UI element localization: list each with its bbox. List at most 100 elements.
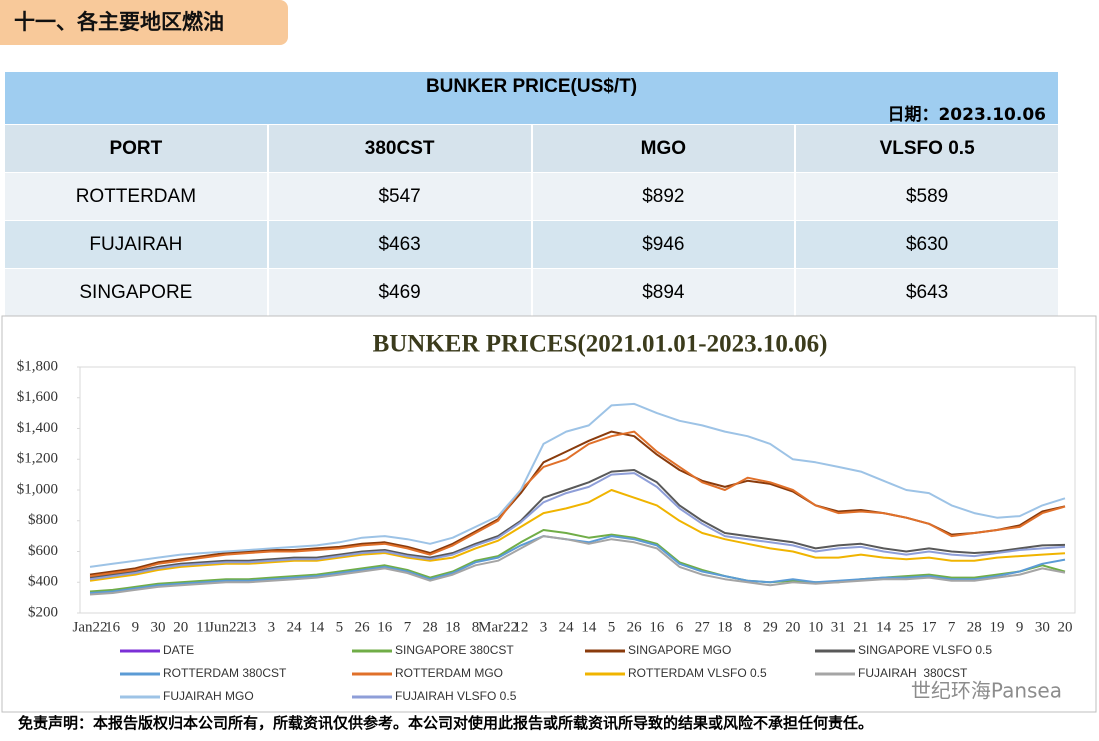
legend-label: ROTTERDAM MGO xyxy=(395,666,503,680)
x-tick-label: 10 xyxy=(808,619,823,635)
legend-label: ROTTERDAM VLSFO 0.5 xyxy=(628,666,767,680)
x-tick-label: 24 xyxy=(287,619,303,635)
series-line xyxy=(89,472,1066,581)
legend-label: DATE xyxy=(163,643,194,657)
table-cell: $463 xyxy=(268,221,531,268)
x-tick-label: 26 xyxy=(627,619,643,635)
y-tick-label: $200 xyxy=(28,604,58,620)
x-tick-label: Jan22 xyxy=(73,619,108,635)
x-tick-label: 29 xyxy=(763,619,778,635)
x-tick-label: Mar22 xyxy=(478,619,518,635)
y-tick-label: $1,200 xyxy=(17,451,58,467)
x-tick-label: 19 xyxy=(989,619,1004,635)
series-line xyxy=(89,529,1066,593)
table-cell: $589 xyxy=(796,173,1058,220)
series-line xyxy=(89,402,1066,568)
table-cell: FUJAIRAH xyxy=(5,221,267,268)
x-tick-label: 30 xyxy=(1035,619,1050,635)
chart-title: BUNKER PRICES(2021.01.01-2023.10.06) xyxy=(373,331,828,358)
x-tick-label: 6 xyxy=(676,619,684,635)
legend-label: FUJAIRAH 380CST xyxy=(858,666,968,680)
x-tick-label: 11 xyxy=(196,619,210,635)
x-tick-label: 20 xyxy=(785,619,800,635)
section-title: 十一、各主要地区燃油 xyxy=(0,0,288,45)
watermark: 世纪环海Pansea xyxy=(911,679,1062,703)
x-tick-label: 30 xyxy=(151,619,166,635)
x-tick-label: 8 xyxy=(472,619,480,635)
table-cell: $643 xyxy=(796,269,1058,316)
y-tick-label: $1,000 xyxy=(17,481,58,497)
x-tick-label: 3 xyxy=(268,619,276,635)
table-body: ROTTERDAM $547 $892 $589 FUJAIRAH $463 $946 $63… xyxy=(5,173,1058,316)
chart-frame xyxy=(1,315,1097,713)
x-tick-label: 16 xyxy=(649,619,665,635)
table-cell: ROTTERDAM xyxy=(5,173,267,220)
x-tick-label: 16 xyxy=(105,619,121,635)
x-tick-label: 8 xyxy=(744,619,752,635)
series-line xyxy=(89,469,1066,579)
table-title-row: BUNKER PRICE(US$/T) 日期：2023.10.06 xyxy=(5,72,1058,125)
x-tick-label: 7 xyxy=(948,619,956,635)
x-tick-label: 20 xyxy=(173,619,188,635)
x-tick-label: Jun22 xyxy=(208,619,244,635)
table-cell: $946 xyxy=(532,221,795,268)
series-line xyxy=(89,535,1066,596)
y-tick-label: $1,800 xyxy=(17,358,58,374)
x-tick-label: 7 xyxy=(404,619,412,635)
x-tick-label: 28 xyxy=(967,619,982,635)
legend-label: FUJAIRAH MGO xyxy=(163,689,254,703)
table-row: SINGAPORE $469 $894 $643 xyxy=(5,269,1058,316)
x-tick-label: 26 xyxy=(355,619,371,635)
x-tick-label: 14 xyxy=(876,619,892,635)
legend-label: SINGAPORE VLSFO 0.5 xyxy=(858,643,992,657)
series-line xyxy=(89,489,1066,582)
column-header: 380CST xyxy=(268,125,531,172)
legend-label: ROTTERDAM 380CST xyxy=(163,666,287,680)
x-tick-label: 20 xyxy=(1058,619,1073,635)
x-tick-label: 18 xyxy=(445,619,460,635)
table-cell: $630 xyxy=(796,221,1058,268)
table-cell: $892 xyxy=(532,173,795,220)
x-tick-label: 17 xyxy=(921,619,937,635)
legend-label: SINGAPORE 380CST xyxy=(395,643,514,657)
x-tick-label: 9 xyxy=(132,619,140,635)
y-tick-label: $600 xyxy=(28,543,58,559)
series-line xyxy=(89,430,1066,578)
legend-label: FUJAIRAH VLSFO 0.5 xyxy=(395,689,517,703)
x-tick-label: 3 xyxy=(540,619,548,635)
x-tick-label: 16 xyxy=(377,619,393,635)
x-tick-label: 25 xyxy=(899,619,914,635)
price-table: BUNKER PRICE(US$/T) 日期：2023.10.06 PORT 3… xyxy=(5,72,1058,316)
x-tick-label: 31 xyxy=(831,619,846,635)
column-header: MGO xyxy=(532,125,795,172)
y-tick-label: $1,400 xyxy=(17,420,58,436)
x-tick-label: 13 xyxy=(241,619,256,635)
table-cell: SINGAPORE xyxy=(5,269,267,316)
y-tick-label: $400 xyxy=(28,574,58,590)
table-title: BUNKER PRICE(US$/T) xyxy=(425,76,638,97)
legend-label: SINGAPORE MGO xyxy=(628,643,731,657)
x-tick-label: 24 xyxy=(559,619,575,635)
y-tick-label: $800 xyxy=(28,512,58,528)
x-tick-label: 14 xyxy=(581,619,597,635)
table-cell: $547 xyxy=(268,173,531,220)
x-tick-label: 5 xyxy=(608,619,616,635)
table-row: ROTTERDAM $547 $892 $589 xyxy=(5,173,1058,220)
column-header: VLSFO 0.5 xyxy=(796,125,1058,172)
x-tick-label: 9 xyxy=(1016,619,1024,635)
disclaimer: 免责声明：本报告版权归本公司所有，所载资讯仅供参考。本公司对使用此报告或所载资讯… xyxy=(18,714,874,732)
column-header: PORT xyxy=(5,125,267,172)
x-tick-label: 21 xyxy=(853,619,868,635)
x-tick-label: 28 xyxy=(423,619,438,635)
table-cell: $894 xyxy=(532,269,795,316)
x-tick-label: 27 xyxy=(695,619,711,635)
y-tick-label: $1,600 xyxy=(17,389,58,405)
x-tick-label: 14 xyxy=(309,619,325,635)
x-tick-label: 18 xyxy=(717,619,732,635)
header-row: PORT 380CST MGO VLSFO 0.5 xyxy=(5,125,1058,172)
table-cell: $469 xyxy=(268,269,531,316)
table-row: FUJAIRAH $463 $946 $630 xyxy=(5,221,1058,268)
x-tick-label: 5 xyxy=(336,619,344,635)
